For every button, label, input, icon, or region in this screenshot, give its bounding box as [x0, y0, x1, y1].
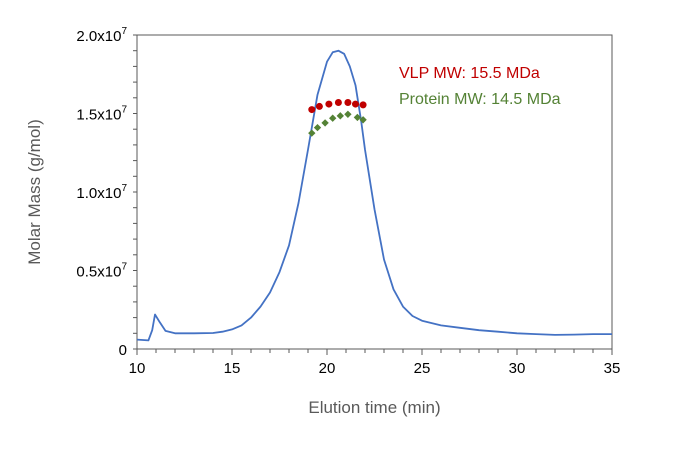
x-tick-label: 10 — [129, 360, 146, 377]
protein-mw-point — [336, 112, 344, 120]
protein-mw-point — [321, 119, 329, 127]
protein-mw-point — [329, 114, 337, 122]
mass-trace-line — [136, 49, 612, 342]
vlp-mw-point — [325, 100, 333, 108]
protein-mw-point — [308, 129, 316, 137]
protein-mw-point — [353, 113, 362, 122]
vlp-mw-point — [315, 102, 323, 110]
vlp-mw-point — [344, 99, 352, 107]
y-axis-label: Molar Mass (g/mol) — [25, 119, 44, 264]
vlp-mw-point — [352, 100, 359, 108]
protein-mw-point — [359, 116, 367, 124]
annotation-protein-mw: Protein MW: 14.5 MDa — [399, 91, 561, 108]
y-tick-label: 1.0x107 — [76, 183, 127, 202]
y-tick-label: 2.0x107 — [76, 26, 127, 45]
y-tick-label: 1.5x107 — [76, 105, 127, 124]
x-tick-label: 35 — [604, 360, 621, 377]
x-axis-label: Elution time (min) — [308, 398, 440, 417]
vlp-mw-point — [334, 99, 342, 107]
protein-mw-point — [344, 110, 352, 118]
protein-mw-point — [313, 123, 322, 132]
x-tick-label: 25 — [414, 360, 431, 377]
x-tick-label: 20 — [319, 360, 336, 377]
vlp-mw-point — [308, 106, 316, 114]
annotation-vlp-mw: VLP MW: 15.5 MDa — [399, 65, 540, 82]
plot-frame — [136, 34, 613, 350]
x-tick-label: 30 — [509, 360, 526, 377]
vlp-mw-point — [359, 101, 367, 109]
y-tick-label: 0.5x107 — [76, 262, 127, 281]
x-tick-label: 15 — [224, 360, 241, 377]
y-tick-label: 0 — [119, 342, 127, 359]
